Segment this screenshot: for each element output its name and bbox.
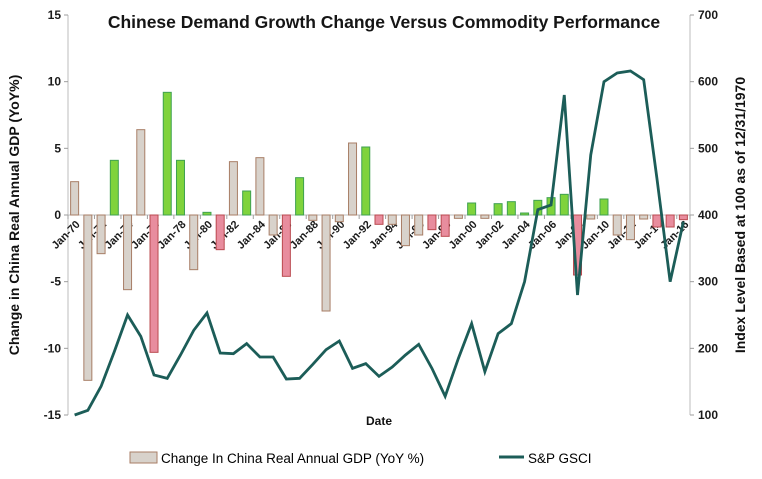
gdp-change-bar-1971	[83, 214, 93, 381]
gdp-change-bar-2013	[639, 214, 649, 220]
right-axis-tick-label: 300	[698, 275, 718, 289]
right-axis-tick-label: 100	[698, 408, 718, 422]
gdp-change-bar-2014	[652, 214, 662, 228]
gdp-change-bar-1994	[387, 214, 397, 225]
gdp-change-bar-1995	[400, 214, 410, 247]
chart-title: Chinese Demand Growth Change Versus Comm…	[108, 12, 661, 32]
gdp-change-bar-2010	[599, 198, 609, 216]
gdp-change-bar-1976	[149, 214, 159, 353]
gdp-change-bar-2001	[480, 214, 490, 219]
gdp-change-bar-2003	[506, 201, 516, 216]
right-axis-tick-label: 700	[698, 8, 718, 22]
gdp-change-bar-1974	[123, 214, 133, 291]
gdp-change-bar-1991	[348, 142, 358, 216]
x-axis-tick-label: Jan-92	[341, 219, 374, 252]
x-axis-title: Date	[366, 414, 392, 428]
gdp-change-bar-2011	[612, 214, 622, 236]
right-axis-title: Index Level Based at 100 as of 12/31/197…	[732, 77, 748, 353]
x-axis-tick-label: Jan-88	[288, 219, 321, 252]
gdp-change-bar-1983	[242, 190, 252, 216]
gdp-change-bar-1979	[189, 214, 199, 271]
right-axis-tick-label: 400	[698, 208, 718, 222]
left-axis-tick-label: -15	[44, 408, 62, 422]
legend-bar-label: Change In China Real Annual GDP (YoY %)	[161, 451, 424, 466]
gdp-change-bar-2016	[678, 214, 688, 221]
gdp-change-bar-2009	[586, 214, 596, 220]
x-axis-tick-label: Jan-80	[182, 219, 215, 252]
gdp-change-bar-1990	[334, 214, 344, 223]
gdp-change-bar-1997	[427, 214, 437, 231]
gdp-change-bar-1970	[70, 181, 80, 216]
gdp-change-bar-2000	[467, 202, 477, 216]
gdp-change-bar-1993	[374, 214, 384, 225]
right-axis-tick-label: 600	[698, 75, 718, 89]
gdp-change-bar-2012	[625, 214, 635, 241]
gdp-change-bar-1992	[361, 146, 371, 216]
left-axis-tick-label: 5	[54, 141, 61, 155]
x-axis-tick-label: Jan-02	[473, 219, 506, 252]
gdp-change-bar-1998	[440, 214, 450, 237]
left-axis-tick-label: -5	[50, 275, 61, 289]
gdp-change-bar-1980	[202, 211, 212, 216]
x-axis-tick-label: Jan-82	[208, 219, 241, 252]
right-axis-tick-label: 200	[698, 341, 718, 355]
gdp-change-bar-1988	[308, 214, 318, 221]
x-axis-tick-label: Jan-90	[314, 219, 347, 252]
gdp-change-bar-1985	[268, 214, 278, 236]
x-axis-tick-label: Jan-78	[155, 219, 188, 252]
left-axis-title: Change in China Real Annual GDP (YoY%)	[6, 75, 22, 356]
gdp-change-bar-1972	[96, 214, 106, 255]
legend: Change In China Real Annual GDP (YoY %) …	[129, 451, 592, 466]
gdp-change-bar-2015	[665, 214, 675, 228]
left-axis-tick-label: 15	[48, 8, 62, 22]
gdp-change-bar-1982	[228, 161, 238, 216]
gdp-change-bar-1986	[281, 214, 291, 277]
x-axis-tick-label: Jan-00	[447, 219, 480, 252]
legend-bar-swatch-icon	[129, 451, 158, 464]
gdp-change-bar-1984	[255, 157, 265, 216]
gdp-change-bar-1975	[136, 129, 146, 216]
legend-line-label: S&P GSCI	[528, 451, 592, 466]
gdp-change-bar-1996	[414, 214, 424, 236]
plot-area: 15 10 5 0 -5 -10 -15 700 600 500 400 300 200 100 Jan-7…	[44, 8, 719, 422]
left-axis-tick-label: 10	[48, 75, 62, 89]
gdp-change-bar-2007	[559, 193, 569, 216]
gdp-change-bar-1989	[321, 214, 331, 312]
left-axis-tick-label: 0	[54, 208, 61, 222]
gdp-change-bar-2002	[493, 203, 503, 216]
gdp-change-bar-1999	[453, 214, 463, 219]
left-axis-tick-label: -10	[44, 341, 62, 355]
gdp-change-bar-1987	[295, 177, 305, 216]
gdp-change-bar-1978	[175, 159, 185, 216]
gdp-change-bar-1981	[215, 214, 225, 251]
gdp-change-bar-1977	[162, 91, 172, 216]
gsci-line	[74, 69, 685, 417]
right-axis-tick-label: 500	[698, 141, 718, 155]
gdp-change-bar-2004	[520, 212, 530, 216]
x-axis-tick-label: Jan-70	[50, 219, 83, 252]
gdp-change-bar-1973	[109, 159, 119, 216]
